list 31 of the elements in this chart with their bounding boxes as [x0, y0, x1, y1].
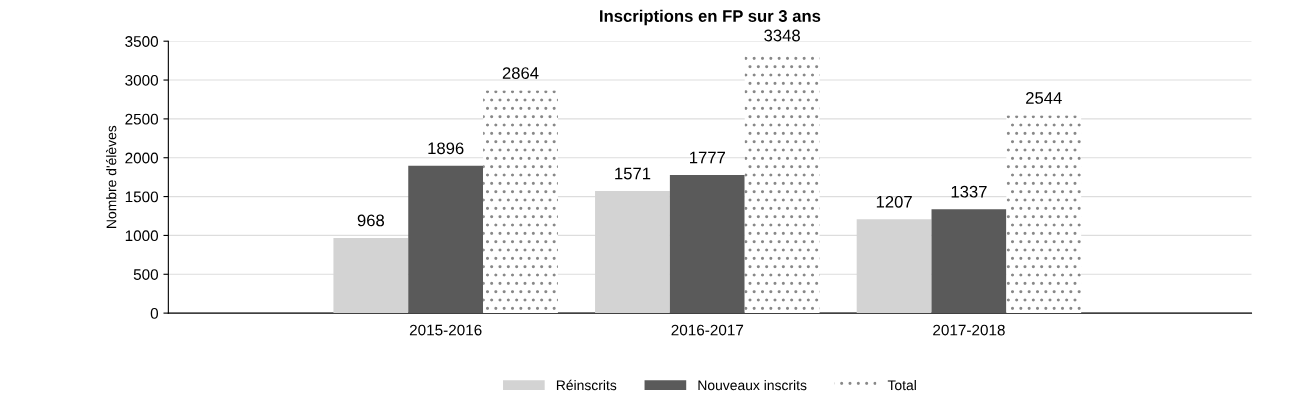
- x-tick-label: 2015-2016: [409, 324, 482, 336]
- y-tick-label: 0: [150, 307, 159, 319]
- x-tick-label: 2017-2018: [933, 324, 1005, 336]
- y-axis-title: Nombre d'élèves: [105, 125, 117, 228]
- bar: [1006, 115, 1082, 314]
- data-label: 3348: [764, 29, 800, 42]
- data-label: 968: [357, 214, 385, 227]
- bar: [931, 209, 1007, 314]
- data-label: 1777: [690, 151, 726, 164]
- bar: [408, 165, 484, 314]
- chart-title: Inscriptions en FP sur 3 ans: [600, 9, 821, 26]
- y-tick-label: 3500: [125, 36, 159, 47]
- y-tick-label: 500: [133, 269, 159, 280]
- y-tick-label: 2500: [125, 113, 159, 125]
- legend-label: Réinscrits: [556, 379, 617, 391]
- data-label: 1896: [428, 142, 464, 155]
- data-label: 2544: [1026, 92, 1062, 104]
- x-tick-label: 2016-2017: [671, 324, 744, 336]
- data-label: 1571: [615, 167, 651, 180]
- y-tick-label: 2000: [125, 152, 159, 164]
- y-tick-label: 3000: [125, 74, 159, 86]
- data-label: 2864: [502, 67, 539, 79]
- bar: [669, 175, 745, 314]
- bar: [744, 53, 820, 314]
- data-label: 1207: [876, 195, 912, 208]
- bar: [483, 90, 558, 314]
- legend-label: Total: [887, 380, 916, 391]
- y-tick-label: 1000: [125, 230, 159, 242]
- data-label: 1337: [951, 185, 987, 198]
- y-tick-label: 1500: [125, 191, 159, 203]
- legend-label: Nouveaux inscrits: [698, 380, 807, 391]
